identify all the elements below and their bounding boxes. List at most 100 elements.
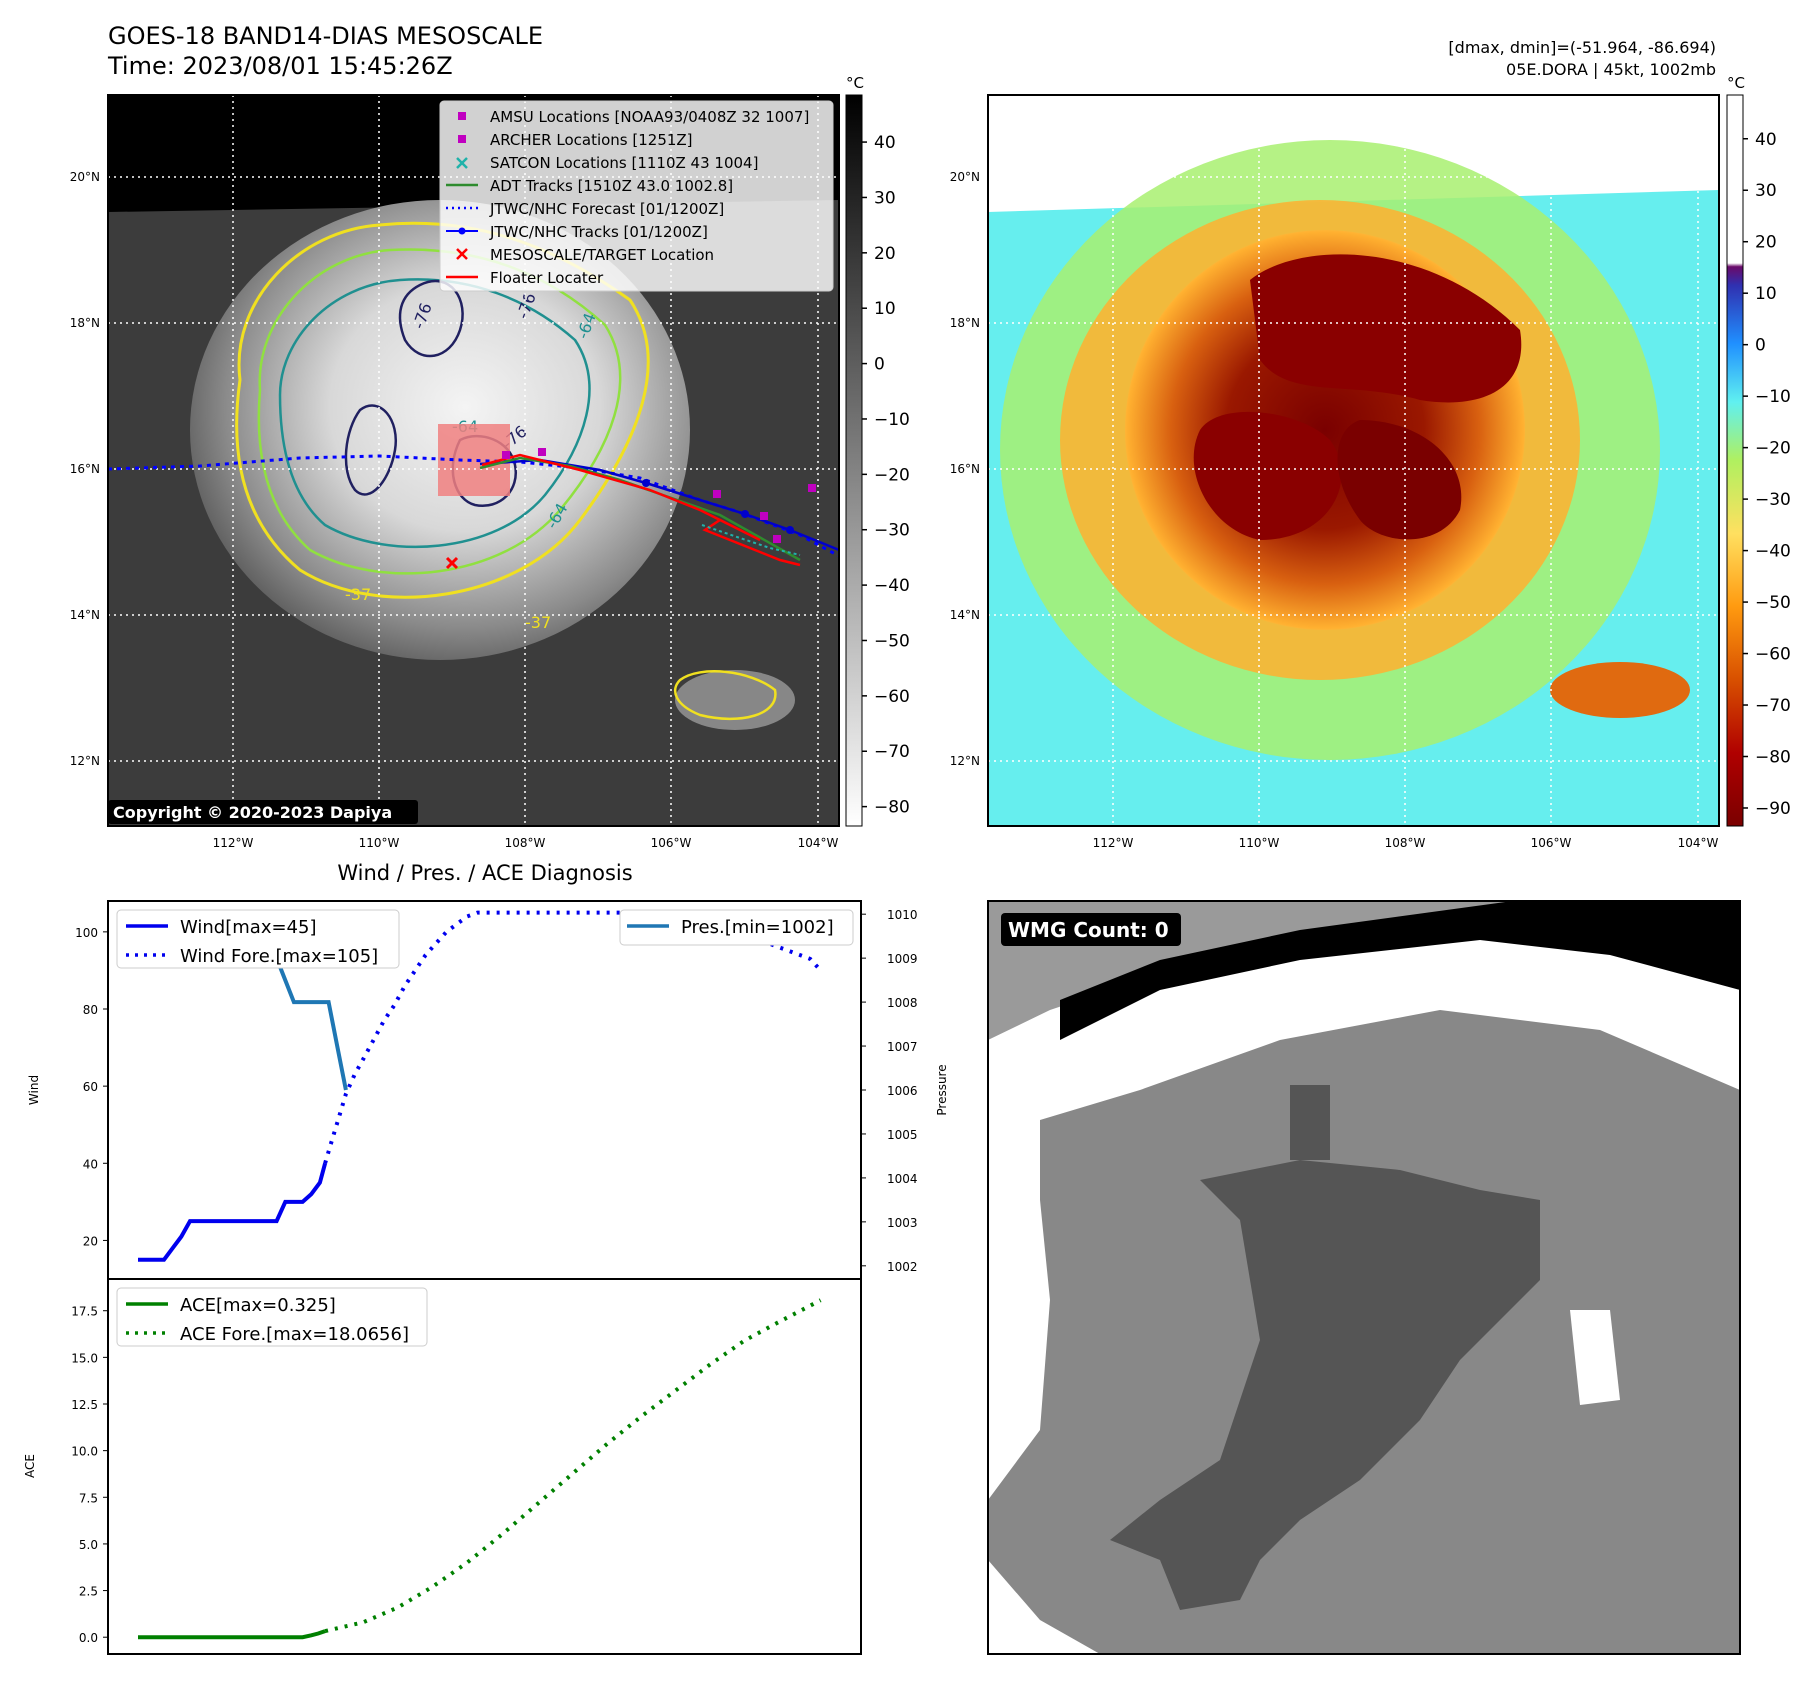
archer-marker (760, 512, 768, 520)
contour-teal (278, 278, 591, 549)
right-map-cold-top-north (1250, 254, 1522, 403)
lon-tick-label: 108°W (1385, 836, 1426, 850)
target-legend-marker (456, 248, 468, 260)
ace-tick-label: 0.0 (79, 1631, 98, 1645)
ace-tick-label: 2.5 (79, 1585, 98, 1599)
cloud-band-east (675, 670, 795, 730)
colorbar-tick-label: −50 (1755, 593, 1791, 613)
pressure-tick-label: 1008 (887, 996, 918, 1010)
ace-tick-label: 5.0 (79, 1538, 98, 1552)
jtwc-track-legend-dot (458, 227, 466, 235)
archer-legend-marker (458, 135, 466, 143)
right-map-east-band (1550, 662, 1690, 718)
colorbar-tick-label: −20 (1755, 439, 1791, 459)
colorbar-tick-label: 30 (1755, 181, 1777, 201)
wind-legend-box (116, 909, 400, 969)
lat-tick-label: 20°N (70, 170, 100, 184)
archer-marker (808, 484, 816, 492)
amsu-marker (538, 448, 546, 456)
legend-entry-satcon: SATCON Locations [1110Z 43 1004] (490, 154, 758, 172)
lat-tick-label: 18°N (70, 316, 100, 330)
colorbar-tick-label: 0 (874, 355, 885, 375)
lon-tick-label: 110°W (1239, 836, 1280, 850)
contour-label: -37 (525, 613, 551, 632)
left-colorbar-unit: °C (846, 74, 864, 92)
lon-tick-label: 106°W (651, 836, 692, 850)
lat-tick-label: 16°N (950, 462, 980, 476)
colorbar-tick-label: 40 (1755, 130, 1777, 150)
colorbar-tick-label: 20 (1755, 233, 1777, 253)
satcon-locations (701, 524, 801, 556)
contour-label: -37 (345, 585, 371, 604)
right-map-cold-top-core (1337, 420, 1462, 540)
wind-legend: Wind[max=45] Wind Fore.[max=105] (116, 909, 400, 969)
pressure-tick-label: 1002 (887, 1260, 918, 1274)
legend-entry-amsu: AMSU Locations [NOAA93/0408Z 32 1007] (490, 108, 809, 126)
ace-axis-ticks: 0.0 2.5 5.0 7.5 10.0 12.5 15.0 17.5 (71, 1305, 108, 1645)
colorbar-tick-label: −80 (874, 798, 910, 818)
ace-fore-legend-label: ACE Fore.[max=18.0656] (180, 1324, 409, 1345)
colorbar-tick-label: 20 (874, 244, 896, 264)
legend-entry-jtwc-tracks: JTWC/NHC Tracks [01/1200Z] (489, 223, 708, 241)
right-map-panel (988, 95, 1719, 826)
figure-time: Time: 2023/08/01 15:45:26Z (107, 52, 453, 80)
colorbar-tick-label: −80 (1755, 748, 1791, 768)
amsu-legend-marker (458, 112, 466, 120)
archer-marker (773, 535, 781, 543)
amsu-marker (502, 451, 510, 459)
pressure-tick-label: 1007 (887, 1040, 918, 1054)
right-colorbar-unit: °C (1727, 74, 1745, 92)
contour-green (257, 248, 622, 575)
lon-tick-label: 112°W (213, 836, 254, 850)
colorbar-tick-label: 10 (1755, 284, 1777, 304)
wind-legend-label: Wind[max=45] (180, 917, 317, 938)
lat-tick-label: 14°N (950, 608, 980, 622)
wind-tick-label: 80 (83, 1003, 98, 1017)
diagnosis-title: Wind / Pres. / ACE Diagnosis (337, 861, 632, 885)
target-location-marker (445, 556, 459, 570)
right-map-cold-top-west (1193, 411, 1342, 540)
colorbar-tick-label: −30 (1755, 490, 1791, 510)
wmg-dark-patch (1290, 1085, 1330, 1160)
legend-entry-floater: Floater Locater (490, 269, 604, 287)
jtwc-track-point (786, 526, 794, 534)
ace-tick-label: 10.0 (71, 1445, 98, 1459)
grid-lines-right (988, 95, 1719, 826)
lat-tick-label: 12°N (70, 754, 100, 768)
wind-fore-legend-label: Wind Fore.[max=105] (180, 946, 378, 967)
pressure-tick-label: 1009 (887, 952, 918, 966)
contour-yellow-east (674, 670, 777, 721)
ace-legend: ACE[max=0.325] ACE Fore.[max=18.0656] (116, 1287, 428, 1347)
ace-tick-label: 7.5 (79, 1491, 98, 1505)
ace-tick-label: 15.0 (71, 1351, 98, 1365)
ace-legend-label: ACE[max=0.325] (180, 1295, 336, 1316)
pressure-tick-label: 1010 (887, 908, 918, 922)
right-colorbar (1726, 94, 1744, 827)
wind-tick-label: 100 (75, 926, 98, 940)
lon-tick-label: 110°W (359, 836, 400, 850)
pressure-legend: Pres.[min=1002] (619, 909, 854, 946)
lon-tick-label: 104°W (1678, 836, 1719, 850)
wmg-white-patch (1570, 1310, 1620, 1405)
figure-title: GOES-18 BAND14-DIAS MESOSCALE (108, 22, 543, 50)
wmg-panel (988, 901, 1740, 1654)
wind-axis-label: Wind (27, 1075, 41, 1105)
lat-tick-label: 14°N (70, 608, 100, 622)
left-map-lon-ticks: 112°W 110°W 108°W 106°W 104°W (213, 836, 839, 850)
left-colorbar-ticks: 40 30 20 10 0 −10 −20 −30 −40 −50 −60 −70 −80 (862, 133, 910, 818)
lat-tick-label: 20°N (950, 170, 980, 184)
ace-legend-box (116, 1287, 428, 1347)
ace-tick-label: 17.5 (71, 1305, 98, 1319)
colorbar-tick-label: −10 (874, 410, 910, 430)
ace-series (138, 1298, 822, 1640)
wind-axis-ticks: 20 40 60 80 100 (75, 926, 108, 1248)
pressure-legend-label: Pres.[min=1002] (681, 917, 834, 938)
wind-tick-label: 40 (83, 1157, 98, 1171)
jtwc-track-point (741, 510, 749, 518)
lat-tick-label: 18°N (950, 316, 980, 330)
archer-marker (713, 490, 721, 498)
left-map-frame (107, 94, 840, 827)
colorbar-tick-label: 10 (874, 299, 896, 319)
colorbar-tick-label: −60 (1755, 645, 1791, 665)
